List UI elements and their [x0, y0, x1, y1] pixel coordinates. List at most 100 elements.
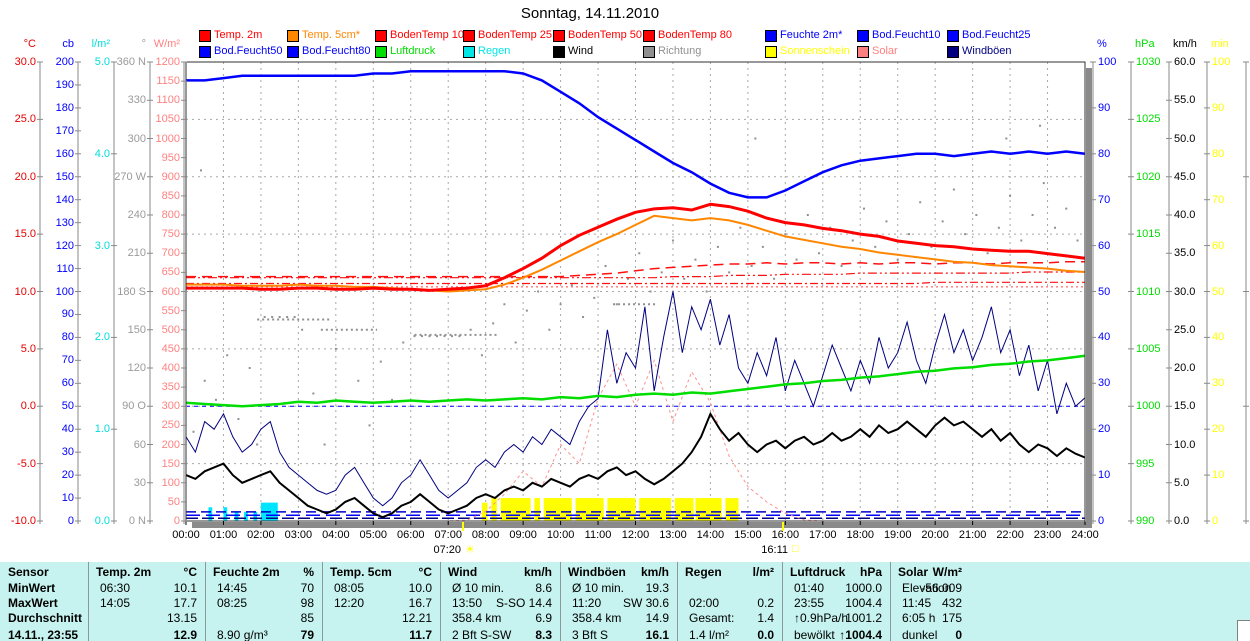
legend-swatch-regen: [463, 46, 475, 58]
x-tick-label: 17:00: [809, 529, 837, 541]
legend-swatch-sonnenschein: [765, 46, 777, 58]
table-cell-left: 358.4 km: [452, 611, 502, 625]
richtung-dot: [660, 271, 663, 274]
legend-swatch-windb-en: [947, 46, 959, 58]
axis-tick-label: 10: [1098, 469, 1111, 482]
richtung-dot: [627, 277, 630, 280]
legend-swatch-bodentemp-10: [375, 30, 387, 42]
table-cell-left: 11:20: [572, 596, 602, 610]
axis-tick-label: 1150: [156, 75, 180, 88]
regen-bar: [253, 511, 258, 521]
series-feuchte-2m: [186, 69, 1086, 199]
richtung-dot: [248, 367, 251, 369]
axis-tick-label: 15.0: [1174, 400, 1196, 413]
axis-tick-label: 180: [55, 101, 74, 114]
axis-tick-label: 120: [55, 239, 74, 252]
table-cell-value: 12.9: [173, 628, 197, 641]
richtung-dot: [593, 296, 596, 299]
richtung-dot: [503, 303, 506, 306]
richtung-dot: [694, 258, 697, 261]
axis-tick-label: 250: [161, 419, 180, 432]
legend-swatch-bodentemp-25: [463, 30, 475, 42]
legend-label: Bod.Feucht25: [962, 29, 1031, 41]
table-cell-left: 358.4 km: [572, 611, 622, 625]
axis-unit-min: min: [1211, 38, 1229, 50]
axis-tick-label: 10: [1212, 469, 1225, 482]
table-column-separator: [677, 562, 678, 641]
table-cell-left: bewölkt: [794, 628, 835, 641]
axis-tick-label: 100: [55, 285, 74, 298]
axis-tick-label: 120: [127, 362, 146, 374]
axis-tick-label: 150: [55, 170, 74, 183]
richtung-dot: [896, 258, 899, 261]
table-header-unit: l/m²: [752, 565, 774, 579]
richtung-dot: [773, 277, 776, 280]
table-header: Temp. 2m: [96, 565, 152, 579]
richtung-dot: [615, 303, 618, 306]
axis-tick-label: 90: [61, 308, 74, 321]
regen-bar: [234, 511, 239, 521]
table-cell-value: 19.3: [645, 581, 669, 595]
axis-tick-label: 10.0: [14, 285, 36, 298]
richtung-dot: [728, 271, 731, 274]
table-cell-value: 175: [941, 611, 962, 625]
table-cell-value: 0: [955, 628, 962, 641]
axis-tick-label: 800: [161, 209, 180, 221]
table-cell-left: 14:45: [217, 581, 248, 595]
series-bodentemp-50: [186, 281, 1085, 285]
axis-tick-label: 10: [61, 492, 74, 505]
richtung-dot: [649, 290, 652, 293]
richtung-dot: [226, 354, 229, 357]
axis-tick-label: 3.0: [94, 239, 110, 252]
axis-unit-°: °: [141, 38, 146, 50]
table-cell-left: Ø 10 min.: [452, 581, 505, 595]
sunrise-time: 07:20: [433, 544, 461, 556]
table-header: Solar: [898, 565, 929, 579]
axis-tick-label: 170: [55, 124, 74, 137]
richtung-dot: [450, 335, 453, 338]
axis-tick-label: 4.0: [94, 147, 110, 160]
legend-label: Sonnenschein: [780, 45, 850, 57]
axis-tick-label: 0: [173, 515, 180, 527]
x-tick-label: 19:00: [883, 529, 912, 541]
table-header-unit: %: [303, 565, 314, 579]
x-tick-label: 16:00: [771, 529, 800, 541]
axis-tick-label: 20.0: [1174, 362, 1196, 374]
richtung-dot: [263, 316, 266, 318]
richtung-dot: [293, 316, 296, 318]
table-cell-value: 14.9: [645, 611, 669, 625]
axis-tick-label: 995: [1136, 457, 1155, 470]
axis-tick-label: 80: [1098, 147, 1111, 160]
series-windb-en: [185, 291, 1086, 507]
regen-bar: [208, 507, 213, 521]
table-cell-left: 11:45: [902, 596, 932, 610]
resize-grip[interactable]: [1237, 620, 1250, 641]
x-tick-label: 00:00: [172, 529, 200, 541]
axis-tick-label: 900: [161, 170, 180, 183]
legend-label: Regen: [478, 45, 511, 57]
axis-tick-label: 550: [161, 304, 180, 317]
legend-swatch-bodentemp-50: [553, 30, 565, 42]
table-column-separator: [560, 562, 561, 641]
plot-shadow-bottom: [192, 522, 1091, 528]
table-cell-value: 0.0: [757, 628, 774, 641]
table-column-separator: [88, 562, 89, 641]
richtung-dot: [941, 220, 944, 223]
axis-tick-label: 30.0: [14, 56, 36, 68]
axis-tick-label: 180 S: [117, 285, 146, 298]
axis-tick-label: 500: [161, 323, 180, 336]
richtung-dot: [525, 309, 528, 312]
table-row-label: MaxWert: [8, 596, 58, 610]
axis-tick-label: 70: [1098, 193, 1111, 206]
axis-tick-label: 400: [161, 362, 180, 374]
table-cell-value: 70: [300, 581, 314, 595]
table-column-separator: [782, 562, 783, 641]
richtung-dot: [683, 277, 686, 280]
richtung-dot: [818, 252, 821, 255]
table-cell-left: 8.90 g/m³: [217, 628, 268, 641]
table-cell-value: SW 30.6: [622, 596, 669, 610]
axis-tick-label: 40.0: [1174, 209, 1196, 221]
x-tick-label: 02:00: [247, 529, 275, 541]
axis-tick-label: 140: [55, 193, 74, 206]
table-cell-left: 3 Bft S: [572, 628, 609, 641]
